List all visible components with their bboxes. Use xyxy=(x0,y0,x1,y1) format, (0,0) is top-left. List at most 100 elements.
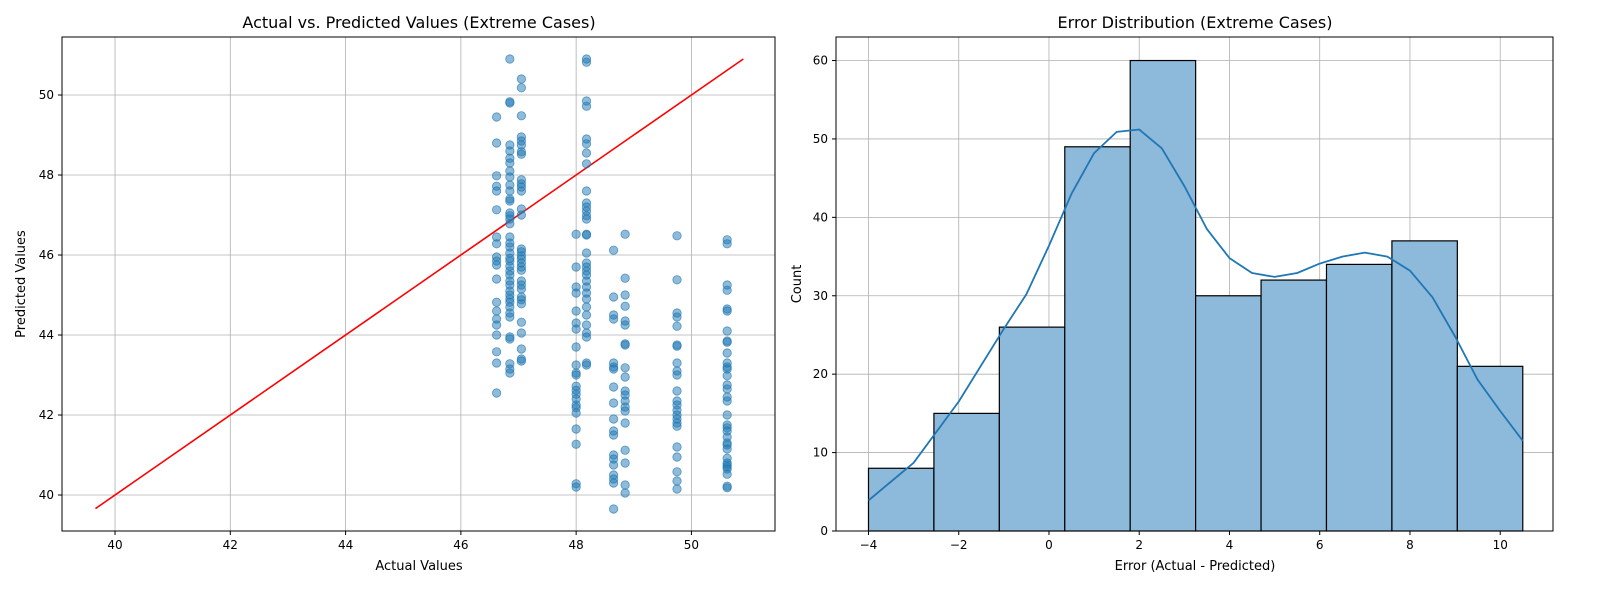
y-tick-label: 10 xyxy=(813,446,828,460)
histogram-bar xyxy=(1325,263,1393,532)
scatter-point xyxy=(571,306,581,316)
scatter-point xyxy=(581,320,592,330)
scatter-point xyxy=(609,460,619,470)
scatter-point xyxy=(672,358,682,368)
scatter-point xyxy=(620,229,630,239)
y-tick-label: 0 xyxy=(820,524,828,538)
scatter-point xyxy=(620,458,630,468)
scatter-point xyxy=(609,504,619,514)
histogram-bar xyxy=(1456,365,1524,532)
y-tick-label: 30 xyxy=(813,289,828,303)
scatter-point xyxy=(505,172,515,182)
x-tick-label: 40 xyxy=(107,538,122,552)
x-tick-label: 44 xyxy=(338,538,353,552)
scatter-point xyxy=(722,396,732,406)
scatter-point xyxy=(609,478,619,488)
histogram-kde-group xyxy=(867,128,1524,502)
scatter-point xyxy=(581,214,592,224)
histogram-bar xyxy=(998,326,1066,532)
scatter-point xyxy=(722,337,732,347)
scatter-point xyxy=(492,239,502,249)
scatter-point xyxy=(505,219,515,229)
kde-curve xyxy=(867,128,1524,502)
scatter-point xyxy=(672,341,682,351)
scatter-point xyxy=(722,444,732,454)
scatter-point xyxy=(505,54,515,64)
scatter-point xyxy=(581,230,592,240)
x-tick-label: 42 xyxy=(223,538,238,552)
histogram-bar xyxy=(1064,146,1131,532)
x-tick-label: 4 xyxy=(1226,538,1234,552)
scatter-point xyxy=(516,74,526,84)
scatter-point xyxy=(505,368,515,378)
histogram-title: Error Distribution (Extreme Cases) xyxy=(1058,13,1333,32)
scatter-point xyxy=(672,476,682,486)
histogram-x-axis-label: Error (Actual - Predicted) xyxy=(1115,559,1276,574)
y-tick-label: 46 xyxy=(39,248,54,262)
scatter-point xyxy=(581,310,592,320)
scatter-point xyxy=(571,324,581,334)
scatter-point xyxy=(722,410,732,420)
x-tick-label: 46 xyxy=(453,538,468,552)
scatter-point xyxy=(571,229,581,239)
histogram-bar xyxy=(1260,279,1328,532)
scatter-y-axis-label: Predicted Values xyxy=(14,230,29,338)
scatter-point xyxy=(609,398,619,408)
scatter-point xyxy=(505,158,515,168)
scatter-point xyxy=(516,328,526,338)
scatter-point xyxy=(492,320,502,330)
scatter-point xyxy=(581,360,592,370)
scatter-point xyxy=(620,372,630,382)
scatter-point xyxy=(492,186,502,196)
scatter-title: Actual vs. Predicted Values (Extreme Cas… xyxy=(242,13,595,32)
scatter-point xyxy=(620,406,630,416)
scatter-point xyxy=(505,98,515,108)
scatter-point xyxy=(609,245,619,255)
scatter-point xyxy=(722,326,732,336)
scatter-point xyxy=(620,301,630,311)
scatter-y-ticks: 40 42 44 46 48 50 xyxy=(39,88,62,502)
scatter-point xyxy=(609,414,619,424)
scatter-point xyxy=(672,467,682,477)
x-tick-label: 6 xyxy=(1316,538,1324,552)
scatter-point xyxy=(722,306,732,316)
x-tick-label: −2 xyxy=(950,538,968,552)
scatter-point xyxy=(609,364,619,374)
scatter-point xyxy=(505,334,515,344)
scatter-point xyxy=(571,370,581,380)
y-tick-label: 60 xyxy=(813,54,828,68)
scatter-point xyxy=(620,488,630,498)
y-tick-label: 50 xyxy=(813,132,828,146)
scatter-point xyxy=(620,418,630,428)
scatter-point xyxy=(672,421,682,431)
scatter-point xyxy=(492,138,502,148)
scatter-points xyxy=(492,54,732,514)
histogram-y-axis-label: Count xyxy=(790,265,805,304)
scatter-point xyxy=(609,430,619,440)
y-tick-label: 40 xyxy=(813,210,828,224)
scatter-point xyxy=(581,302,592,312)
scatter-point xyxy=(571,408,581,418)
scatter-point xyxy=(609,382,619,392)
scatter-point xyxy=(722,285,732,295)
scatter-point xyxy=(505,186,515,196)
scatter-point xyxy=(672,321,682,331)
x-tick-label: 48 xyxy=(569,538,584,552)
scatter-point xyxy=(492,260,502,270)
scatter-point xyxy=(672,370,682,380)
scatter-point xyxy=(722,469,732,479)
scatter-point xyxy=(581,148,592,158)
histogram-bar xyxy=(1195,295,1262,532)
scatter-point xyxy=(516,186,526,196)
scatter-point xyxy=(571,262,581,272)
y-tick-label: 50 xyxy=(39,88,54,102)
scatter-point xyxy=(516,317,526,327)
scatter-point xyxy=(722,371,732,381)
scatter-point xyxy=(492,388,502,398)
y-tick-label: 44 xyxy=(39,328,54,342)
scatter-reference-line-group xyxy=(94,58,744,510)
scatter-point xyxy=(722,384,732,394)
scatter-point xyxy=(516,265,526,275)
x-tick-label: 8 xyxy=(1406,538,1414,552)
